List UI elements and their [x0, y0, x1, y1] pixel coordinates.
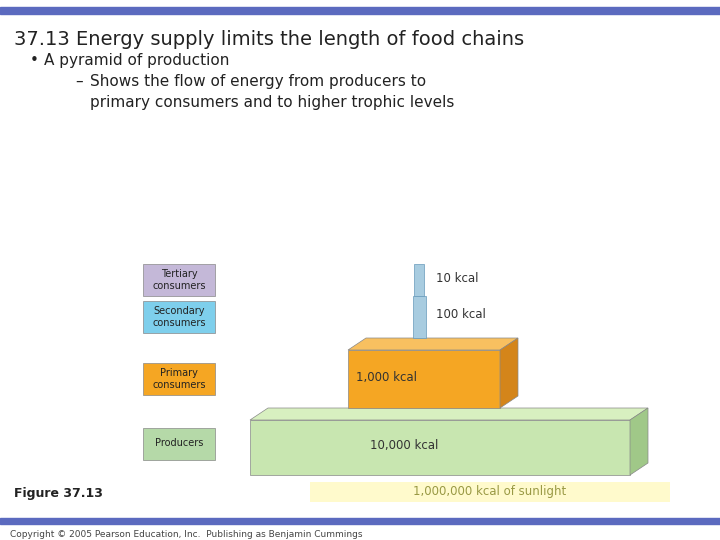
Text: •: •: [30, 53, 39, 68]
Polygon shape: [348, 338, 518, 350]
Bar: [0, 7, 720, 14]
Text: Primary
consumers: Primary consumers: [152, 368, 206, 390]
Bar: [143, 301, 215, 333]
Text: 10 kcal: 10 kcal: [436, 272, 478, 285]
Bar: [143, 363, 215, 395]
Text: Shows the flow of energy from producers to
primary consumers and to higher troph: Shows the flow of energy from producers …: [90, 74, 454, 110]
Polygon shape: [630, 408, 648, 475]
Text: Producers: Producers: [155, 438, 203, 449]
Text: Copyright © 2005 Pearson Education, Inc.  Publishing as Benjamin Cummings: Copyright © 2005 Pearson Education, Inc.…: [10, 530, 362, 539]
Bar: [413, 296, 426, 338]
Polygon shape: [250, 420, 630, 475]
Polygon shape: [250, 408, 648, 420]
Text: 1,000,000 kcal of sunlight: 1,000,000 kcal of sunlight: [413, 485, 567, 498]
Text: Figure 37.13: Figure 37.13: [14, 487, 103, 500]
Text: 1,000 kcal: 1,000 kcal: [356, 370, 417, 383]
Polygon shape: [500, 338, 518, 408]
Bar: [310, 482, 670, 502]
Text: 10,000 kcal: 10,000 kcal: [370, 439, 438, 452]
Bar: [0, 518, 720, 524]
Text: Secondary
consumers: Secondary consumers: [152, 306, 206, 328]
Bar: [143, 428, 215, 460]
Text: 100 kcal: 100 kcal: [436, 308, 485, 321]
Text: 37.13 Energy supply limits the length of food chains: 37.13 Energy supply limits the length of…: [14, 30, 524, 49]
Bar: [143, 264, 215, 296]
Text: –: –: [75, 74, 83, 89]
Bar: [414, 264, 424, 296]
Text: A pyramid of production: A pyramid of production: [44, 53, 230, 68]
Polygon shape: [348, 350, 500, 408]
Text: Tertiary
consumers: Tertiary consumers: [152, 269, 206, 291]
